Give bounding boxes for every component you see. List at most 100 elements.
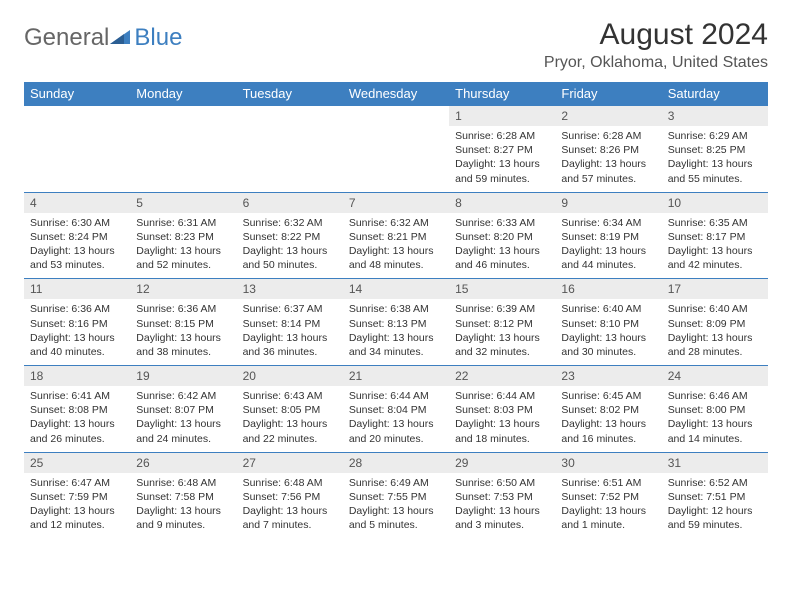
daylight-text: Daylight: 13 hours bbox=[668, 417, 762, 431]
day-number-cell bbox=[343, 106, 449, 127]
day-number-row: 18192021222324 bbox=[24, 366, 768, 387]
daylight-text: Daylight: 13 hours bbox=[243, 417, 337, 431]
daylight-text: Daylight: 13 hours bbox=[668, 331, 762, 345]
sunset-text: Sunset: 8:08 PM bbox=[30, 403, 124, 417]
sunrise-text: Sunrise: 6:32 AM bbox=[349, 216, 443, 230]
day-number: 23 bbox=[561, 369, 574, 383]
day-detail-cell: Sunrise: 6:49 AMSunset: 7:55 PMDaylight:… bbox=[343, 473, 449, 539]
sunset-text: Sunset: 7:51 PM bbox=[668, 490, 762, 504]
sunset-text: Sunset: 7:59 PM bbox=[30, 490, 124, 504]
day-number-cell: 1 bbox=[449, 106, 555, 127]
daylight-text: and 24 minutes. bbox=[136, 432, 230, 446]
daylight-text: Daylight: 13 hours bbox=[455, 504, 549, 518]
sunrise-text: Sunrise: 6:33 AM bbox=[455, 216, 549, 230]
day-number-cell: 30 bbox=[555, 452, 661, 473]
day-detail-cell: Sunrise: 6:52 AMSunset: 7:51 PMDaylight:… bbox=[662, 473, 768, 539]
daylight-text: and 59 minutes. bbox=[455, 172, 549, 186]
day-detail-cell: Sunrise: 6:38 AMSunset: 8:13 PMDaylight:… bbox=[343, 299, 449, 365]
day-detail-row: Sunrise: 6:41 AMSunset: 8:08 PMDaylight:… bbox=[24, 386, 768, 452]
daylight-text: Daylight: 13 hours bbox=[30, 504, 124, 518]
day-number: 29 bbox=[455, 456, 468, 470]
day-number-cell: 4 bbox=[24, 192, 130, 213]
daylight-text: and 1 minute. bbox=[561, 518, 655, 532]
day-detail-cell: Sunrise: 6:34 AMSunset: 8:19 PMDaylight:… bbox=[555, 213, 661, 279]
header: General Blue August 2024 Pryor, Oklahoma… bbox=[24, 18, 768, 72]
day-detail-cell: Sunrise: 6:47 AMSunset: 7:59 PMDaylight:… bbox=[24, 473, 130, 539]
day-detail-cell: Sunrise: 6:29 AMSunset: 8:25 PMDaylight:… bbox=[662, 126, 768, 192]
sunrise-text: Sunrise: 6:43 AM bbox=[243, 389, 337, 403]
day-number-cell: 8 bbox=[449, 192, 555, 213]
sunrise-text: Sunrise: 6:40 AM bbox=[668, 302, 762, 316]
day-number: 3 bbox=[668, 109, 675, 123]
sunrise-text: Sunrise: 6:44 AM bbox=[455, 389, 549, 403]
sunset-text: Sunset: 8:16 PM bbox=[30, 317, 124, 331]
daylight-text: and 7 minutes. bbox=[243, 518, 337, 532]
day-number: 30 bbox=[561, 456, 574, 470]
daylight-text: and 48 minutes. bbox=[349, 258, 443, 272]
day-number-cell: 31 bbox=[662, 452, 768, 473]
daylight-text: Daylight: 13 hours bbox=[455, 331, 549, 345]
daylight-text: Daylight: 13 hours bbox=[561, 504, 655, 518]
daylight-text: Daylight: 13 hours bbox=[349, 244, 443, 258]
day-number: 4 bbox=[30, 196, 37, 210]
weekday-header: Monday bbox=[130, 82, 236, 106]
day-number: 12 bbox=[136, 282, 149, 296]
weekday-header: Sunday bbox=[24, 82, 130, 106]
sunrise-text: Sunrise: 6:40 AM bbox=[561, 302, 655, 316]
day-number-cell: 12 bbox=[130, 279, 236, 300]
sunrise-text: Sunrise: 6:46 AM bbox=[668, 389, 762, 403]
day-number-cell: 24 bbox=[662, 366, 768, 387]
day-detail-cell: Sunrise: 6:31 AMSunset: 8:23 PMDaylight:… bbox=[130, 213, 236, 279]
weekday-header: Wednesday bbox=[343, 82, 449, 106]
day-detail-cell: Sunrise: 6:36 AMSunset: 8:15 PMDaylight:… bbox=[130, 299, 236, 365]
sunrise-text: Sunrise: 6:35 AM bbox=[668, 216, 762, 230]
daylight-text: and 59 minutes. bbox=[668, 518, 762, 532]
logo-text-1: General bbox=[24, 24, 109, 52]
title-block: August 2024 Pryor, Oklahoma, United Stat… bbox=[544, 18, 768, 72]
day-number: 13 bbox=[243, 282, 256, 296]
day-number: 22 bbox=[455, 369, 468, 383]
day-detail-cell bbox=[24, 126, 130, 192]
daylight-text: Daylight: 13 hours bbox=[561, 331, 655, 345]
day-number-cell: 16 bbox=[555, 279, 661, 300]
day-detail-cell: Sunrise: 6:50 AMSunset: 7:53 PMDaylight:… bbox=[449, 473, 555, 539]
daylight-text: and 36 minutes. bbox=[243, 345, 337, 359]
day-detail-cell: Sunrise: 6:35 AMSunset: 8:17 PMDaylight:… bbox=[662, 213, 768, 279]
sunrise-text: Sunrise: 6:28 AM bbox=[561, 129, 655, 143]
daylight-text: and 14 minutes. bbox=[668, 432, 762, 446]
weekday-header: Saturday bbox=[662, 82, 768, 106]
day-number: 31 bbox=[668, 456, 681, 470]
sunrise-text: Sunrise: 6:32 AM bbox=[243, 216, 337, 230]
daylight-text: Daylight: 13 hours bbox=[136, 417, 230, 431]
day-detail-row: Sunrise: 6:47 AMSunset: 7:59 PMDaylight:… bbox=[24, 473, 768, 539]
day-number: 9 bbox=[561, 196, 568, 210]
day-number: 11 bbox=[30, 282, 42, 296]
sunrise-text: Sunrise: 6:36 AM bbox=[136, 302, 230, 316]
day-detail-cell: Sunrise: 6:39 AMSunset: 8:12 PMDaylight:… bbox=[449, 299, 555, 365]
daylight-text: and 57 minutes. bbox=[561, 172, 655, 186]
daylight-text: and 26 minutes. bbox=[30, 432, 124, 446]
day-detail-cell: Sunrise: 6:36 AMSunset: 8:16 PMDaylight:… bbox=[24, 299, 130, 365]
daylight-text: Daylight: 13 hours bbox=[349, 504, 443, 518]
daylight-text: Daylight: 13 hours bbox=[30, 244, 124, 258]
sunset-text: Sunset: 8:26 PM bbox=[561, 143, 655, 157]
sunset-text: Sunset: 8:17 PM bbox=[668, 230, 762, 244]
day-detail-cell bbox=[237, 126, 343, 192]
day-number-cell: 27 bbox=[237, 452, 343, 473]
daylight-text: Daylight: 13 hours bbox=[136, 331, 230, 345]
day-number: 27 bbox=[243, 456, 256, 470]
day-number-cell: 18 bbox=[24, 366, 130, 387]
daylight-text: Daylight: 13 hours bbox=[136, 244, 230, 258]
daylight-text: and 46 minutes. bbox=[455, 258, 549, 272]
sunset-text: Sunset: 8:20 PM bbox=[455, 230, 549, 244]
sunrise-text: Sunrise: 6:48 AM bbox=[136, 476, 230, 490]
daylight-text: Daylight: 13 hours bbox=[561, 244, 655, 258]
daylight-text: Daylight: 13 hours bbox=[30, 417, 124, 431]
sunrise-text: Sunrise: 6:52 AM bbox=[668, 476, 762, 490]
sunset-text: Sunset: 8:25 PM bbox=[668, 143, 762, 157]
day-number-cell: 3 bbox=[662, 106, 768, 127]
sunrise-text: Sunrise: 6:38 AM bbox=[349, 302, 443, 316]
daylight-text: Daylight: 13 hours bbox=[668, 157, 762, 171]
day-number-cell: 23 bbox=[555, 366, 661, 387]
logo-text-2: Blue bbox=[134, 24, 182, 52]
